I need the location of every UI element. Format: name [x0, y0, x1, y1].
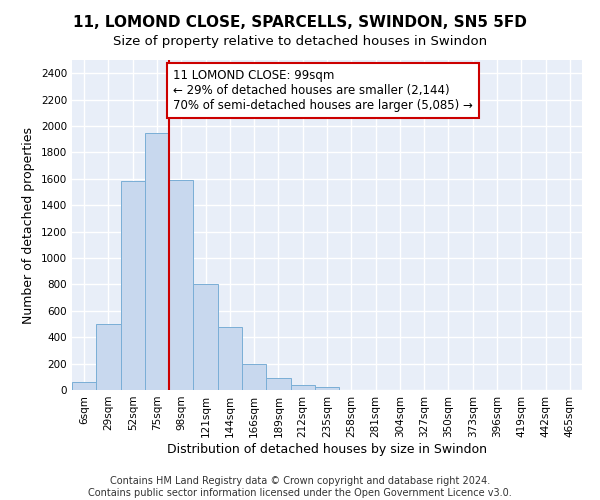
- Bar: [266, 378, 290, 390]
- Bar: [290, 386, 315, 390]
- Text: 11, LOMOND CLOSE, SPARCELLS, SWINDON, SN5 5FD: 11, LOMOND CLOSE, SPARCELLS, SWINDON, SN…: [73, 15, 527, 30]
- Text: Size of property relative to detached houses in Swindon: Size of property relative to detached ho…: [113, 35, 487, 48]
- Text: 11 LOMOND CLOSE: 99sqm
← 29% of detached houses are smaller (2,144)
70% of semi-: 11 LOMOND CLOSE: 99sqm ← 29% of detached…: [173, 69, 473, 112]
- Bar: [315, 386, 339, 390]
- Bar: [193, 284, 218, 390]
- Bar: [169, 180, 193, 390]
- Bar: [145, 132, 169, 390]
- Y-axis label: Number of detached properties: Number of detached properties: [22, 126, 35, 324]
- X-axis label: Distribution of detached houses by size in Swindon: Distribution of detached houses by size …: [167, 442, 487, 456]
- Bar: [218, 326, 242, 390]
- Bar: [96, 324, 121, 390]
- Bar: [72, 382, 96, 390]
- Bar: [242, 364, 266, 390]
- Text: Contains HM Land Registry data © Crown copyright and database right 2024.
Contai: Contains HM Land Registry data © Crown c…: [88, 476, 512, 498]
- Bar: [121, 182, 145, 390]
